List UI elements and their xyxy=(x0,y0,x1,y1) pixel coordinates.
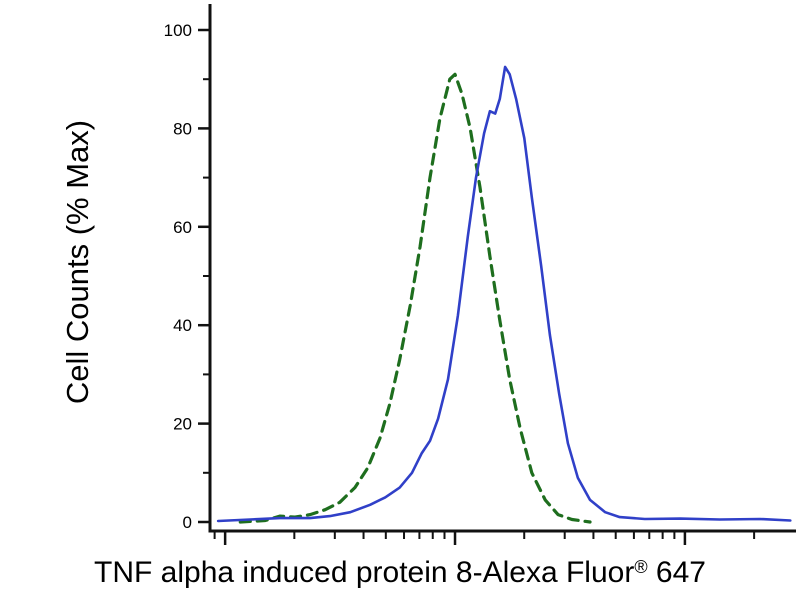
y-tick-label: 20 xyxy=(173,415,192,434)
axes xyxy=(208,4,796,533)
y-axis-ticks: 0 20 40 60 80 100 xyxy=(164,21,210,532)
x-axis-title-main: TNF alpha induced protein 8-Alexa Fluor xyxy=(94,556,635,589)
registered-trademark-symbol: ® xyxy=(634,557,648,577)
x-axis-title-end: 647 xyxy=(647,556,706,589)
x-axis-ticks xyxy=(213,531,756,545)
y-axis-title: Cell Counts (% Max) xyxy=(60,119,95,405)
y-tick-label: 60 xyxy=(173,218,192,237)
y-tick-label: 80 xyxy=(173,119,192,138)
y-tick-label: 0 xyxy=(183,513,192,532)
x-axis-title: TNF alpha induced protein 8-Alexa Fluor®… xyxy=(0,556,800,590)
series-green-dashed-control xyxy=(238,72,592,524)
series-blue-solid-stained xyxy=(216,65,792,523)
y-tick-label: 40 xyxy=(173,316,192,335)
series-curves xyxy=(216,65,792,524)
y-tick-label: 100 xyxy=(164,21,192,40)
